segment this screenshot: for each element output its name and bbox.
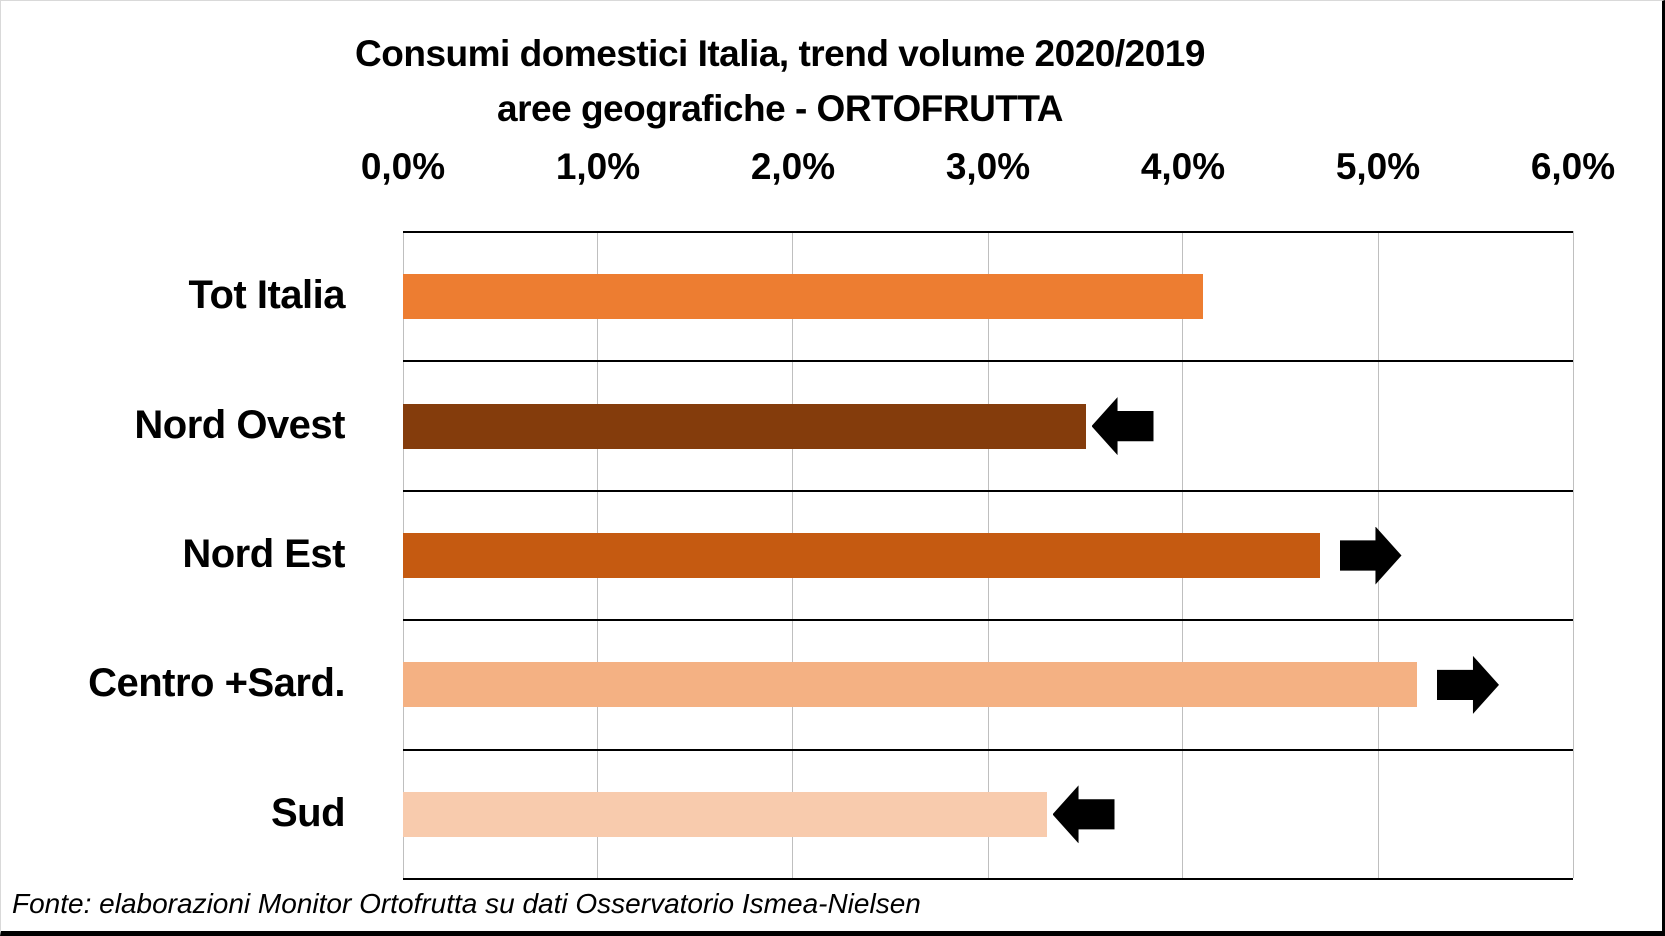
category-axis: Tot Italia Nord Ovest Nord Est Centro +Sard… xyxy=(0,231,345,878)
x-axis-tick-4-0: 4,0% xyxy=(1140,146,1226,187)
arrow-left-icon xyxy=(1091,397,1154,456)
category-label-centro-sard: Centro +Sard. xyxy=(88,661,345,706)
chart-row-centro-sard xyxy=(403,619,1573,748)
x-axis-tick-1-0: 1,0% xyxy=(555,146,641,187)
chart-title-line2: aree geografiche - ORTOFRUTTA xyxy=(497,88,1063,129)
chart-row-nord-est xyxy=(403,489,1573,619)
x-axis-tick-3-0: 3,0% xyxy=(945,146,1031,187)
arrow-right-icon xyxy=(1437,655,1499,714)
chart-title: Consumi domestici Italia, trend volume 2… xyxy=(0,26,1560,136)
bar-tot-italia xyxy=(403,274,1203,320)
chart-title-line1: Consumi domestici Italia, trend volume 2… xyxy=(355,33,1205,74)
source-note: Fonte: elaborazioni Monitor Ortofrutta s… xyxy=(12,888,921,919)
arrow-left-icon xyxy=(1052,785,1115,844)
bar-nord-ovest xyxy=(403,403,1086,449)
bar-sud xyxy=(403,791,1047,837)
x-axis-tick-6-0: 6,0% xyxy=(1530,146,1616,187)
x-axis-tick-2-0: 2,0% xyxy=(750,146,836,187)
bar-centro-sard xyxy=(403,662,1417,708)
chart-row-sud xyxy=(403,748,1573,878)
gridline xyxy=(1572,231,1574,878)
x-axis: 0,0% 1,0% 2,0% 3,0% 4,0% 5,0% 6,0% xyxy=(361,146,1615,192)
bar-nord-est xyxy=(403,533,1320,579)
arrow-right-icon xyxy=(1339,526,1402,585)
plot-area xyxy=(402,231,1574,880)
category-label-nord-est: Nord Est xyxy=(182,532,345,577)
x-axis-tick-0-0: 0,0% xyxy=(360,146,446,187)
category-label-tot-italia: Tot Italia xyxy=(188,273,346,318)
chart-row-tot-italia xyxy=(403,231,1573,360)
chart-row-nord-ovest xyxy=(403,360,1573,489)
category-label-sud: Sud xyxy=(270,790,346,835)
x-axis-tick-5-0: 5,0% xyxy=(1335,146,1421,187)
bar-rows xyxy=(403,231,1573,878)
category-label-nord-ovest: Nord Ovest xyxy=(134,402,345,447)
